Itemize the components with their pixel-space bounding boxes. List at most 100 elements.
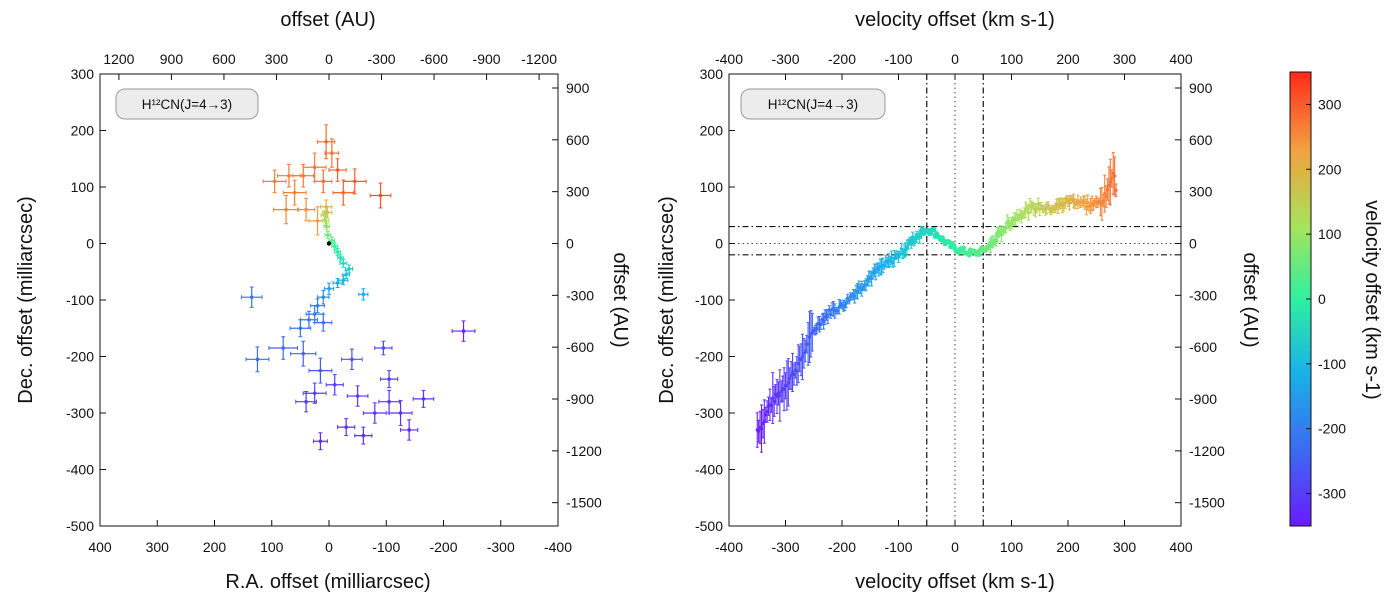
left-point — [342, 270, 351, 280]
right-bottom-axis-label: velocity offset (km s-1) — [855, 571, 1055, 593]
left-y2-tick-label: -600 — [566, 339, 594, 355]
left-point — [297, 197, 316, 222]
left-x2-tick-label: 1200 — [103, 51, 134, 67]
right-x2-tick-label: 100 — [1000, 51, 1024, 67]
left-point — [299, 310, 319, 329]
right-point — [1022, 207, 1026, 219]
right-y2-tick-label: 600 — [1189, 132, 1213, 148]
colorbar-tick-label: -100 — [1318, 356, 1346, 372]
right-point — [1019, 210, 1023, 224]
right-panel: -400 -400 -300 -300 -200 -200 -100 -100 0 0 100 100… — [656, 9, 1261, 593]
left-point — [245, 346, 270, 373]
right-y-tick-label: 100 — [700, 179, 724, 195]
left-point — [302, 382, 327, 404]
left-point — [337, 418, 356, 437]
left-point — [374, 340, 393, 356]
left-point — [272, 194, 300, 225]
left-point — [268, 336, 299, 360]
right-y2-axis-label: offset (AU) — [1239, 252, 1261, 347]
right-y-tick-label: -500 — [695, 518, 723, 534]
left-y-axis-label: Dec. offset (milliarcsec) — [15, 196, 37, 403]
right-point — [806, 322, 810, 366]
right-point — [1029, 200, 1033, 214]
colorbar-ticks: 300 200 100 0 -100 -200 -300 — [1306, 96, 1346, 502]
right-point — [960, 245, 967, 251]
right-y2-tick-label: 900 — [1189, 80, 1213, 96]
left-x-tick-label: -400 — [544, 539, 572, 555]
right-label-box-text: H¹²CN(J=4→3) — [768, 97, 858, 112]
left-point — [313, 432, 328, 451]
right-y-tick-label: -200 — [695, 349, 723, 365]
right-point — [1056, 198, 1060, 214]
left-data-points — [240, 124, 476, 451]
left-y2-tick-label: 600 — [566, 132, 590, 148]
left-y-tick-label: 200 — [71, 123, 95, 139]
left-y-tick-label: -500 — [66, 518, 94, 534]
right-point — [1012, 212, 1016, 225]
left-y-tick-label: 0 — [86, 236, 94, 252]
left-x-tick-label: 200 — [203, 539, 227, 555]
left-point — [346, 385, 369, 407]
left-point — [451, 320, 476, 342]
colorbar-tick-label: 200 — [1318, 161, 1342, 177]
left-point — [324, 138, 340, 168]
left-point — [332, 278, 343, 289]
right-point — [901, 248, 905, 260]
left-y2-tick-label: -900 — [566, 391, 594, 407]
left-axis-ticks: 400 300 200 100 0 -100 -200 -300 -400 300 200 100 0 -… — [66, 51, 602, 555]
left-y2-tick-label: -1200 — [566, 443, 602, 459]
left-y2-tick-label: 0 — [566, 236, 574, 252]
left-point — [323, 222, 331, 231]
left-origin-marker — [326, 241, 332, 246]
right-point — [782, 367, 786, 412]
left-y2-tick-label: 900 — [566, 80, 590, 96]
left-point — [362, 402, 387, 424]
right-point — [1100, 187, 1104, 221]
right-x2-tick-label: 400 — [1169, 51, 1193, 67]
left-label-box — [115, 88, 259, 120]
left-point — [342, 168, 367, 195]
left-y-tick-label: -100 — [66, 292, 94, 308]
right-x2-tick-label: -400 — [715, 51, 743, 67]
colorbar-label: velocity offset (km s-1) — [1361, 200, 1383, 400]
left-point — [324, 231, 332, 239]
left-point — [358, 288, 369, 301]
left-point — [240, 286, 263, 308]
right-point — [792, 363, 796, 386]
left-y-tick-label: -300 — [66, 405, 94, 421]
left-x-tick-label: -100 — [372, 539, 400, 555]
right-point — [1103, 174, 1107, 213]
left-point — [289, 319, 312, 338]
right-point — [826, 309, 830, 325]
right-y-tick-label: 200 — [700, 123, 724, 139]
left-point — [345, 264, 353, 274]
right-y2-tick-label: -300 — [1189, 287, 1217, 303]
right-y-tick-label: -100 — [695, 292, 723, 308]
left-y2-tick-label: -1500 — [566, 495, 602, 511]
right-point — [755, 412, 759, 448]
right-point — [766, 396, 771, 416]
left-point — [325, 374, 344, 396]
colorbar: 300 200 100 0 -100 -200 -300 velocity offset (… — [1289, 71, 1383, 527]
left-x-tick-label: 0 — [325, 539, 333, 555]
right-point — [874, 263, 878, 281]
right-point — [775, 379, 779, 415]
left-point — [323, 282, 335, 295]
right-x2-tick-label: -200 — [828, 51, 856, 67]
colorbar-tick-label: 100 — [1318, 226, 1342, 242]
right-x-tick-label: -400 — [715, 539, 743, 555]
left-y2-tick-label: 300 — [566, 184, 590, 200]
right-y-tick-label: -400 — [695, 462, 723, 478]
left-point — [331, 242, 339, 251]
right-y-axis-label: Dec. offset (milliarcsec) — [656, 196, 678, 403]
right-point — [786, 358, 790, 407]
right-y2-tick-label: 300 — [1189, 184, 1213, 200]
left-point — [328, 158, 347, 182]
right-point — [1105, 178, 1110, 201]
left-point — [290, 340, 317, 367]
left-point — [262, 169, 287, 194]
left-y2-axis-label: offset (AU) — [609, 252, 631, 347]
colorbar-tick-label: -200 — [1318, 421, 1346, 437]
left-x2-tick-label: -900 — [473, 51, 501, 67]
right-point — [757, 419, 761, 443]
